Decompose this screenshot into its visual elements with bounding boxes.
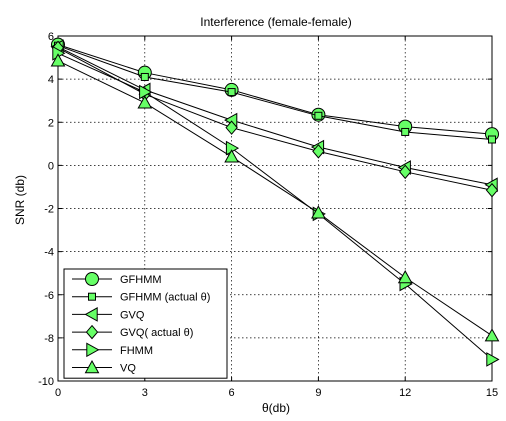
legend-label: GVQ — [120, 309, 145, 321]
series-line — [57, 60, 493, 337]
y-tick-label: -2 — [44, 204, 54, 216]
data-point — [137, 95, 153, 109]
series-6 — [50, 53, 500, 342]
data-point — [224, 149, 239, 163]
legend-marker — [84, 359, 100, 374]
data-point — [314, 111, 323, 120]
data-point — [312, 144, 325, 159]
y-tick-label: 0 — [48, 160, 54, 172]
x-axis-label: θ(db) — [262, 401, 290, 415]
data-point — [225, 120, 238, 135]
data-point — [140, 72, 149, 81]
data-point — [139, 84, 153, 100]
y-tick-label: -8 — [44, 333, 54, 345]
data-point — [311, 205, 326, 219]
data-point — [227, 88, 236, 97]
legend-label: FHMM — [120, 345, 153, 357]
y-tick-label: -4 — [44, 247, 54, 259]
y-axis: -10 -8 -6 -4 -2 0 2 4 6 — [38, 31, 492, 388]
legend-marker — [88, 292, 96, 301]
legend-marker — [86, 342, 100, 358]
x-tick-label: 6 — [229, 387, 235, 399]
data-point — [484, 328, 500, 342]
legend-item: GFHMM (actual θ) — [72, 292, 210, 304]
data-point — [488, 135, 496, 144]
data-point — [50, 53, 66, 67]
data-point — [399, 164, 412, 180]
legend-item: VQ — [72, 359, 136, 375]
series-layer — [50, 37, 500, 367]
data-point — [397, 269, 413, 284]
legend-label: GVQ( actual θ) — [120, 327, 193, 339]
legend-label: VQ — [120, 363, 136, 375]
x-axis: 0 3 6 9 12 15 — [55, 36, 498, 399]
x-tick-label: 9 — [315, 387, 321, 399]
legend-marker — [85, 272, 99, 286]
legend-label: GFHMM — [120, 274, 162, 286]
x-tick-label: 12 — [399, 387, 411, 399]
legend-marker — [85, 324, 99, 340]
series-3 — [50, 39, 498, 193]
y-tick-label: -6 — [44, 290, 54, 302]
x-tick-label: 3 — [142, 387, 148, 399]
legend: GFHMM GFHMM (actual θ) GVQ GVQ( actual θ) FH… — [63, 268, 228, 379]
y-tick-label: 4 — [48, 74, 54, 86]
series-line — [57, 44, 493, 135]
series-1 — [51, 37, 499, 142]
y-tick-label: -10 — [38, 376, 54, 388]
y-tick-label: 6 — [48, 31, 54, 43]
legend-item: GVQ — [72, 307, 145, 322]
data-point — [401, 127, 410, 136]
legend-box — [63, 268, 228, 379]
series-line — [57, 52, 493, 360]
data-point — [486, 352, 500, 367]
y-tick-label: 2 — [48, 117, 54, 129]
legend-item: GFHMM — [72, 272, 162, 286]
legend-marker — [84, 307, 98, 322]
legend-item: GVQ( actual θ) — [72, 324, 193, 340]
data-point — [485, 182, 499, 198]
series-line — [57, 45, 493, 140]
chart-title: Interference (female-female) — [200, 15, 351, 29]
legend-item: FHMM — [72, 342, 153, 358]
x-tick-label: 15 — [486, 387, 498, 399]
y-axis-label: SNR (db) — [13, 175, 27, 225]
series-line — [57, 47, 493, 191]
legend-label: GFHMM (actual θ) — [120, 292, 210, 304]
series-line — [57, 46, 493, 186]
series-2 — [54, 41, 496, 144]
x-tick-label: 0 — [55, 387, 61, 399]
